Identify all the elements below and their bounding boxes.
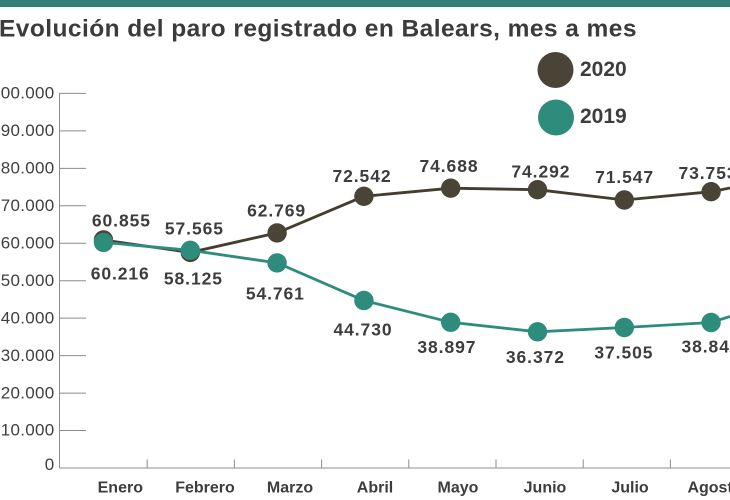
svg-text:71.547: 71.547 xyxy=(595,167,654,187)
svg-text:73.753: 73.753 xyxy=(679,163,730,183)
svg-text:74.292: 74.292 xyxy=(511,162,570,182)
svg-text:37.505: 37.505 xyxy=(594,342,653,362)
svg-text:Mayo: Mayo xyxy=(438,480,479,497)
svg-text:30.000: 30.000 xyxy=(1,346,55,365)
svg-text:60.855: 60.855 xyxy=(92,211,151,231)
svg-text:Marzo: Marzo xyxy=(267,480,313,497)
svg-text:57.565: 57.565 xyxy=(165,219,224,239)
svg-text:36.372: 36.372 xyxy=(506,347,565,367)
svg-text:70.000: 70.000 xyxy=(1,196,55,215)
svg-text:44.730: 44.730 xyxy=(334,320,393,340)
svg-text:40.000: 40.000 xyxy=(1,308,55,327)
svg-text:90.000: 90.000 xyxy=(1,121,55,140)
svg-text:38.897: 38.897 xyxy=(417,337,476,357)
svg-text:0: 0 xyxy=(45,455,55,474)
svg-text:62.769: 62.769 xyxy=(247,201,306,221)
svg-text:Febrero: Febrero xyxy=(175,480,235,497)
svg-text:Julio: Julio xyxy=(611,480,649,497)
svg-text:2020: 2020 xyxy=(580,58,627,81)
svg-text:Evolución del paro registrado: Evolución del paro registrado en Balears… xyxy=(0,16,637,43)
svg-text:Agosto: Agosto xyxy=(687,480,730,497)
svg-text:60.216: 60.216 xyxy=(91,264,150,284)
svg-text:50.000: 50.000 xyxy=(1,271,55,290)
svg-text:60.000: 60.000 xyxy=(1,233,55,252)
svg-text:00.000: 00.000 xyxy=(1,84,55,103)
svg-text:54.761: 54.761 xyxy=(246,284,305,304)
svg-text:Enero: Enero xyxy=(98,480,144,497)
svg-text:72.542: 72.542 xyxy=(333,166,392,186)
svg-text:38.841: 38.841 xyxy=(682,336,730,356)
svg-text:80.000: 80.000 xyxy=(1,159,55,178)
svg-text:Abril: Abril xyxy=(357,480,393,497)
svg-text:10.000: 10.000 xyxy=(1,421,55,440)
svg-text:58.125: 58.125 xyxy=(164,268,223,288)
svg-text:Junio: Junio xyxy=(524,480,567,497)
svg-text:2019: 2019 xyxy=(580,105,627,128)
svg-text:74.688: 74.688 xyxy=(420,156,479,176)
svg-text:20.000: 20.000 xyxy=(1,383,55,402)
